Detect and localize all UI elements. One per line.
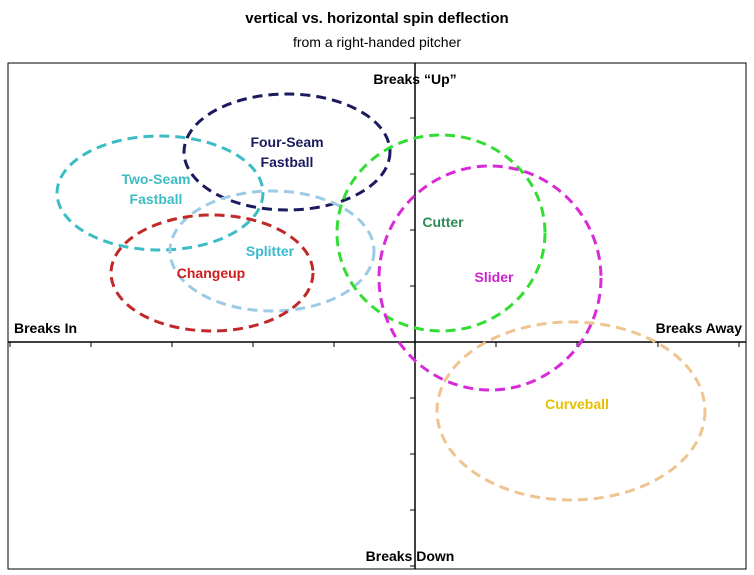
two-seam-fastball-ellipse (55, 134, 265, 252)
changeup-ellipse (109, 213, 315, 333)
slider-ellipse (377, 164, 603, 392)
splitter-ellipse (168, 189, 376, 313)
cutter-label: Cutter (422, 214, 464, 230)
four-seam-label-line1: Four-Seam (250, 134, 323, 150)
curveball-ellipse (435, 320, 707, 502)
curveball-label: Curveball (545, 396, 609, 412)
plot-frame (7, 62, 747, 570)
two-seam-label-line2: Fastball (130, 191, 183, 207)
axis-label-bottom: Breaks Down (366, 548, 455, 564)
slider-label: Slider (475, 269, 514, 285)
axis-label-left: Breaks In (14, 320, 77, 336)
four-seam-label-line2: Fastball (261, 154, 314, 170)
changeup-label: Changeup (177, 265, 245, 281)
chart-title: vertical vs. horizontal spin deflection (245, 10, 509, 27)
chart-subtitle: from a right-handed pitcher (292, 34, 462, 50)
axis-ticks (9, 117, 740, 567)
axis-label-right: Breaks Away (656, 320, 743, 336)
splitter-label: Splitter (246, 243, 295, 259)
four-seam-fastball-ellipse (182, 92, 392, 212)
two-seam-label-line1: Two-Seam (122, 171, 191, 187)
cutter-ellipse (335, 133, 547, 333)
axis-label-top: Breaks “Up” (373, 71, 456, 87)
